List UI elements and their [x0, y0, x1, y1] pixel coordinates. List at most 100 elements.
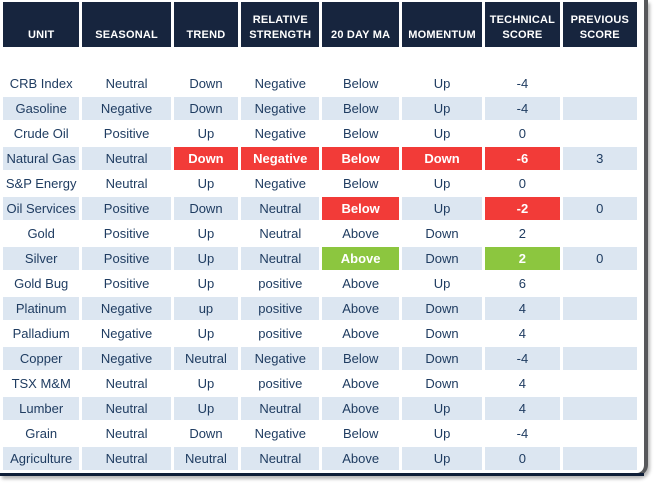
value-cell: -6 — [485, 147, 560, 170]
value-cell: Up — [173, 322, 239, 345]
table-row-copper: Copper Negative Neutral Negative Below Down -4 — [3, 347, 637, 370]
value-cell: -4 — [485, 347, 560, 370]
value-cell — [562, 172, 637, 195]
value-cell: Down — [401, 347, 483, 370]
value-cell: Up — [401, 447, 483, 470]
value-cell: Below — [322, 72, 399, 95]
value-cell: Down — [401, 322, 483, 345]
value-cell: Negative — [241, 122, 320, 145]
col-header-technical-score: TECHNICAL SCORE — [485, 2, 560, 47]
technical-scoreboard-table: UNIT SEASONAL TREND RELATIVE STRENGTH 20… — [3, 2, 637, 470]
value-cell — [562, 422, 637, 445]
unit-cell: Agriculture — [3, 447, 80, 470]
value-cell: Negative — [241, 422, 320, 445]
value-cell: positive — [241, 322, 320, 345]
value-cell: Positive — [82, 197, 171, 220]
value-cell: Up — [173, 397, 239, 420]
value-cell: Negative — [241, 72, 320, 95]
value-cell: Neutral — [82, 447, 171, 470]
value-cell: Up — [173, 372, 239, 395]
value-cell: Up — [401, 397, 483, 420]
value-cell: Positive — [82, 222, 171, 245]
value-cell: Negative — [241, 172, 320, 195]
value-cell — [562, 297, 637, 320]
value-cell: Neutral — [82, 372, 171, 395]
value-cell: Down — [173, 422, 239, 445]
value-cell: Up — [173, 222, 239, 245]
spacer-cell — [3, 49, 637, 70]
value-cell: 0 — [485, 122, 560, 145]
value-cell: Below — [322, 422, 399, 445]
col-header-relative-strength: RELATIVE STRENGTH — [241, 2, 320, 47]
value-cell: Below — [322, 122, 399, 145]
col-header-previous-score: PREVIOUS SCORE — [562, 2, 637, 47]
value-cell: Down — [401, 222, 483, 245]
value-cell: 0 — [485, 447, 560, 470]
value-cell: Down — [173, 197, 239, 220]
value-cell: Down — [173, 72, 239, 95]
value-cell: 3 — [562, 147, 637, 170]
col-header-momentum: MOMENTUM — [401, 2, 483, 47]
value-cell: Neutral — [241, 247, 320, 270]
image-drop-shadow-frame: UNIT SEASONAL TREND RELATIVE STRENGTH 20… — [0, 0, 648, 476]
table-row-crb-index: CRB Index Neutral Down Negative Below Up -4 — [3, 72, 637, 95]
header-row: UNIT SEASONAL TREND RELATIVE STRENGTH 20… — [3, 2, 637, 47]
value-cell: Neutral — [173, 447, 239, 470]
value-cell: Up — [401, 97, 483, 120]
unit-cell: S&P Energy — [3, 172, 80, 195]
unit-cell: Grain — [3, 422, 80, 445]
value-cell: -2 — [485, 197, 560, 220]
table-bottom-border — [0, 473, 644, 476]
value-cell: Neutral — [82, 172, 171, 195]
value-cell: 2 — [485, 222, 560, 245]
value-cell: 0 — [562, 247, 637, 270]
value-cell — [562, 322, 637, 345]
value-cell: Negative — [82, 97, 171, 120]
value-cell: Neutral — [173, 347, 239, 370]
value-cell: Up — [401, 122, 483, 145]
value-cell: Above — [322, 272, 399, 295]
table-row-grain: Grain Neutral Down Negative Below Up -4 — [3, 422, 637, 445]
value-cell: Above — [322, 297, 399, 320]
value-cell: Negative — [241, 97, 320, 120]
table-row-palladium: Palladium Negative Up positive Above Down 4 — [3, 322, 637, 345]
table-row-gold: Gold Positive Up Neutral Above Down 2 — [3, 222, 637, 245]
value-cell: Down — [173, 147, 239, 170]
value-cell: Below — [322, 197, 399, 220]
value-cell — [562, 122, 637, 145]
value-cell: Positive — [82, 247, 171, 270]
unit-cell: Copper — [3, 347, 80, 370]
value-cell: Down — [401, 297, 483, 320]
value-cell: Negative — [82, 322, 171, 345]
value-cell: Above — [322, 397, 399, 420]
value-cell — [562, 222, 637, 245]
table-row-platinum: Platinum Negative up positive Above Down 4 — [3, 297, 637, 320]
value-cell: Up — [401, 197, 483, 220]
col-header-unit: UNIT — [3, 2, 80, 47]
value-cell: 4 — [485, 322, 560, 345]
value-cell: Up — [401, 272, 483, 295]
unit-cell: Silver — [3, 247, 80, 270]
table-row-gold-bug: Gold Bug Positive Up positive Above Up 6 — [3, 272, 637, 295]
value-cell: Down — [401, 147, 483, 170]
value-cell: Neutral — [241, 197, 320, 220]
value-cell: up — [173, 297, 239, 320]
value-cell: Neutral — [241, 447, 320, 470]
value-cell: Above — [322, 372, 399, 395]
unit-cell: Gasoline — [3, 97, 80, 120]
value-cell: Down — [173, 97, 239, 120]
spacer-row — [3, 49, 637, 70]
unit-cell: Palladium — [3, 322, 80, 345]
value-cell: Positive — [82, 272, 171, 295]
value-cell: 6 — [485, 272, 560, 295]
value-cell: Up — [173, 272, 239, 295]
value-cell — [562, 97, 637, 120]
table-row-natural-gas: Natural Gas Neutral Down Negative Below Down -… — [3, 147, 637, 170]
value-cell: 0 — [562, 197, 637, 220]
table-row-s-p-energy: S&P Energy Neutral Up Negative Below Up 0 — [3, 172, 637, 195]
value-cell — [562, 347, 637, 370]
value-cell — [562, 372, 637, 395]
value-cell: Neutral — [82, 72, 171, 95]
value-cell: Negative — [241, 347, 320, 370]
col-header-20-day-ma: 20 DAY MA — [322, 2, 399, 47]
